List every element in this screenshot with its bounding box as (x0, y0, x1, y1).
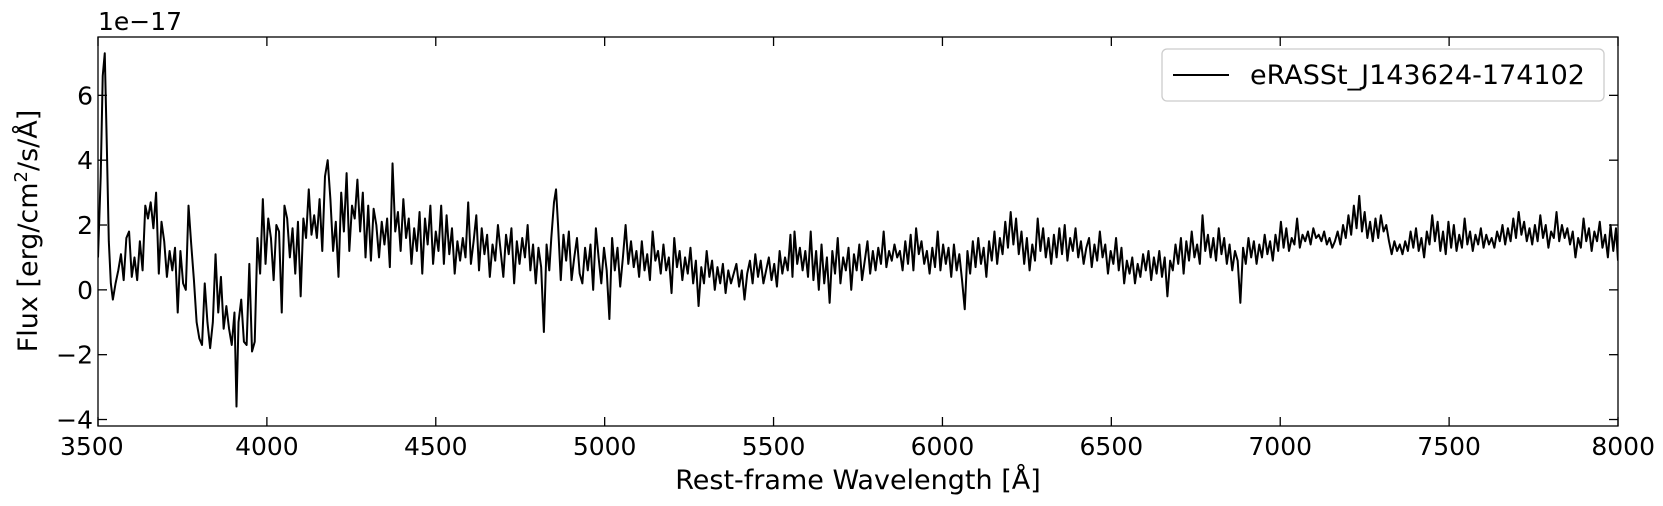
x-axis-ticks: 3500 4000 4500 5000 5500 6000 6500 7000 7500 8000 (60, 37, 1655, 461)
x-axis-label: Rest-frame Wavelength [Å] (675, 464, 1041, 496)
y-tick-label-6: 6 (77, 81, 93, 110)
y-axis-label-sup: 2 (11, 171, 32, 182)
x-tick-label-5000: 5000 (573, 432, 637, 461)
y-tick-label-4: 4 (77, 146, 93, 175)
x-tick-label-7500: 7500 (1417, 432, 1481, 461)
y-axis-label-main: Flux [erg/cm (13, 182, 44, 352)
y-tick-label-0: 0 (77, 276, 93, 305)
y-offset-label: 1e−17 (98, 7, 182, 36)
y-axis-label: Flux [erg/cm2/s/Å] (11, 110, 44, 353)
legend-frame (1161, 48, 1605, 102)
y-tick-label-2: 2 (77, 211, 93, 240)
legend: eRASSt_J143624-174102 (1161, 48, 1605, 102)
y-tick-label--4: −4 (56, 406, 93, 435)
y-tick-label--2: −2 (56, 341, 93, 370)
x-tick-label-3500: 3500 (60, 432, 124, 461)
legend-entry-label: eRASSt_J143624-174102 (1250, 60, 1585, 91)
x-tick-label-5500: 5500 (742, 432, 806, 461)
y-axis-ticks: −4 −2 0 2 4 6 (56, 81, 1618, 435)
x-tick-label-6000: 6000 (911, 432, 975, 461)
x-tick-label-4000: 4000 (235, 432, 299, 461)
y-axis-label-tail: /s/Å] (12, 110, 44, 171)
spectrum-line (98, 52, 1618, 408)
x-tick-label-6500: 6500 (1080, 432, 1144, 461)
x-tick-label-7000: 7000 (1248, 432, 1312, 461)
x-tick-label-4500: 4500 (404, 432, 468, 461)
plot-frame (97, 36, 1619, 427)
x-tick-label-8000: 8000 (1591, 432, 1655, 461)
